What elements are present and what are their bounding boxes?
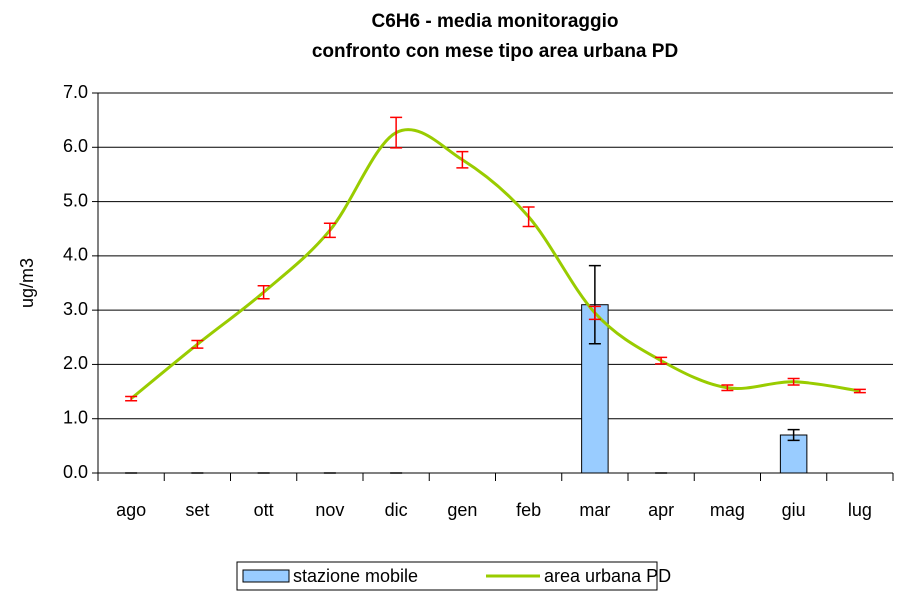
error-bar xyxy=(191,339,204,349)
x-tick-label: ott xyxy=(254,500,274,520)
bar xyxy=(779,434,808,474)
chart-title: confronto con mese tipo area urbana PD xyxy=(312,41,678,62)
error-bar xyxy=(456,150,469,169)
y-tick-label: 1.0 xyxy=(63,407,88,427)
legend-swatch xyxy=(242,569,290,583)
y-tick-label: 6.0 xyxy=(63,136,88,156)
y-tick-label: 4.0 xyxy=(63,245,88,265)
error-bar xyxy=(853,388,866,394)
y-tick-label: 0.0 xyxy=(63,462,88,482)
x-tick-label: feb xyxy=(516,500,541,520)
x-tick-label: ago xyxy=(116,500,146,520)
x-tick-label: lug xyxy=(848,500,872,520)
legend-label: stazione mobile xyxy=(293,566,418,586)
x-tick-label: gen xyxy=(447,500,477,520)
error-bar xyxy=(588,305,601,321)
error-bar xyxy=(721,384,734,392)
error-bar xyxy=(125,395,138,402)
x-tick-label: mag xyxy=(710,500,745,520)
error-bar xyxy=(787,428,800,442)
x-tick-label: nov xyxy=(315,500,344,520)
error-bar xyxy=(655,356,668,365)
x-tick-label: apr xyxy=(648,500,674,520)
error-bar xyxy=(787,377,800,386)
x-tick-label: giu xyxy=(782,500,806,520)
error-bar xyxy=(522,206,535,228)
legend-box xyxy=(236,561,658,591)
error-bar xyxy=(323,222,336,239)
error-bar xyxy=(588,264,601,345)
y-tick-label: 3.0 xyxy=(63,299,88,319)
y-axis-label: ug/m3 xyxy=(17,258,37,308)
x-tick-label: set xyxy=(185,500,209,520)
y-tick-label: 7.0 xyxy=(63,82,88,102)
legend-label: area urbana PD xyxy=(544,566,671,586)
y-tick-label: 5.0 xyxy=(63,190,88,210)
error-bar xyxy=(390,116,403,149)
line xyxy=(130,128,861,400)
chart-title: C6H6 - media monitoraggio xyxy=(371,11,618,32)
x-tick-label: mar xyxy=(579,500,610,520)
x-tick-label: dic xyxy=(385,500,408,520)
error-bar xyxy=(257,284,270,300)
y-tick-label: 2.0 xyxy=(63,353,88,373)
